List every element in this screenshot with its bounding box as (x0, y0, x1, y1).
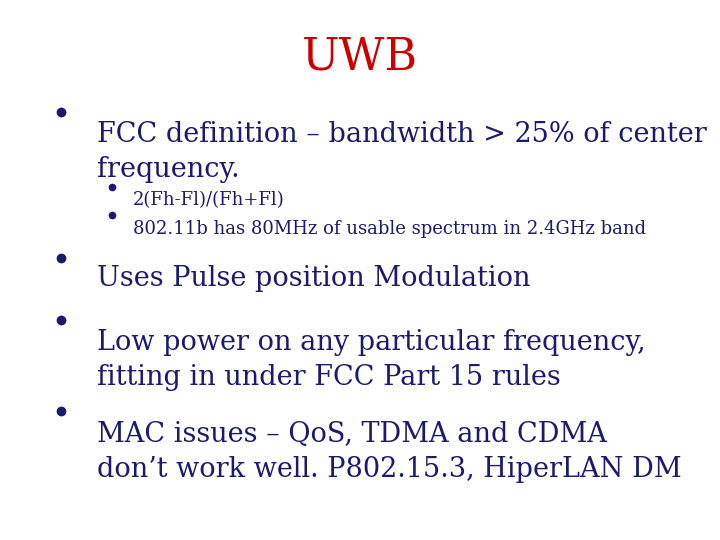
Text: MAC issues – QoS, TDMA and CDMA
don’t work well. P802.15.3, HiperLAN DM: MAC issues – QoS, TDMA and CDMA don’t wo… (97, 421, 682, 483)
Text: FCC definition – bandwidth > 25% of center
frequency.: FCC definition – bandwidth > 25% of cent… (97, 122, 707, 183)
Text: Uses Pulse position Modulation: Uses Pulse position Modulation (97, 265, 531, 292)
Text: UWB: UWB (302, 35, 418, 78)
Text: 2(Fh-Fl)/(Fh+Fl): 2(Fh-Fl)/(Fh+Fl) (133, 191, 285, 209)
Text: 802.11b has 80MHz of usable spectrum in 2.4GHz band: 802.11b has 80MHz of usable spectrum in … (133, 220, 647, 238)
Text: Low power on any particular frequency,
fitting in under FCC Part 15 rules: Low power on any particular frequency, f… (97, 329, 646, 391)
